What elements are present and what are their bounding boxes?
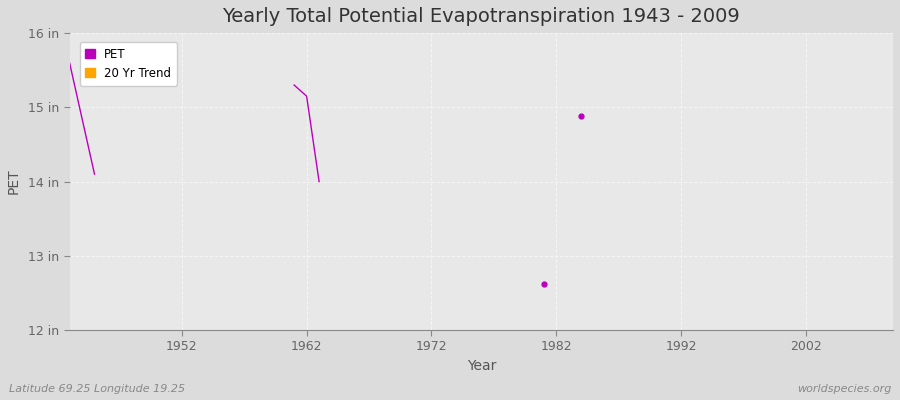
Y-axis label: PET: PET bbox=[7, 169, 21, 194]
X-axis label: Year: Year bbox=[466, 359, 496, 373]
Text: worldspecies.org: worldspecies.org bbox=[796, 384, 891, 394]
Text: Latitude 69.25 Longitude 19.25: Latitude 69.25 Longitude 19.25 bbox=[9, 384, 185, 394]
Title: Yearly Total Potential Evapotranspiration 1943 - 2009: Yearly Total Potential Evapotranspiratio… bbox=[222, 7, 740, 26]
Legend: PET, 20 Yr Trend: PET, 20 Yr Trend bbox=[79, 42, 177, 86]
